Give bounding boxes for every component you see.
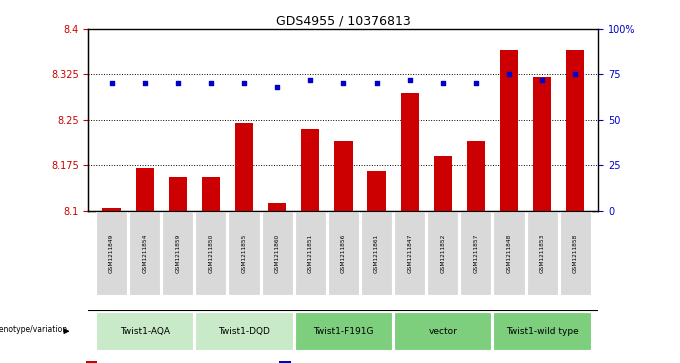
Point xyxy=(305,77,316,83)
Text: genotype/variation: genotype/variation xyxy=(0,325,67,334)
Point xyxy=(272,84,283,90)
Point xyxy=(537,77,547,83)
Point xyxy=(371,81,382,86)
Text: GSM1211855: GSM1211855 xyxy=(241,234,247,273)
Text: GSM1211858: GSM1211858 xyxy=(573,234,578,273)
Text: Twist1-DQD: Twist1-DQD xyxy=(218,327,270,336)
Bar xyxy=(96,211,127,295)
Text: GSM1211856: GSM1211856 xyxy=(341,234,346,273)
Bar xyxy=(466,141,485,211)
Bar xyxy=(367,171,386,211)
Text: GSM1211851: GSM1211851 xyxy=(308,234,313,273)
Point xyxy=(139,81,150,86)
Bar xyxy=(235,123,253,211)
Point xyxy=(205,81,216,86)
Bar xyxy=(195,211,226,295)
Bar xyxy=(294,313,392,350)
Text: GSM1211861: GSM1211861 xyxy=(374,234,379,273)
Text: vector: vector xyxy=(428,327,457,336)
Bar xyxy=(335,141,352,211)
Text: GSM1211852: GSM1211852 xyxy=(440,234,445,273)
Bar xyxy=(401,93,419,211)
Bar xyxy=(533,77,551,211)
Title: GDS4955 / 10376813: GDS4955 / 10376813 xyxy=(276,15,411,28)
Bar xyxy=(228,211,260,295)
Bar xyxy=(301,129,320,211)
Point xyxy=(471,81,481,86)
Text: GSM1211859: GSM1211859 xyxy=(175,234,180,273)
Bar xyxy=(394,211,425,295)
Point xyxy=(404,77,415,83)
Text: GSM1211854: GSM1211854 xyxy=(142,234,147,273)
Bar xyxy=(262,211,292,295)
Bar xyxy=(500,50,518,211)
Bar xyxy=(268,203,286,211)
Point xyxy=(338,81,349,86)
Bar xyxy=(427,211,458,295)
Bar xyxy=(202,177,220,211)
Bar xyxy=(294,211,326,295)
Point xyxy=(504,72,515,77)
Bar xyxy=(494,211,524,295)
Point xyxy=(570,72,581,77)
Bar xyxy=(163,211,193,295)
Bar xyxy=(394,313,492,350)
Bar xyxy=(86,361,97,363)
Bar xyxy=(103,208,120,211)
Text: GSM1211860: GSM1211860 xyxy=(275,234,279,273)
Text: Twist1-AQA: Twist1-AQA xyxy=(120,327,170,336)
Bar xyxy=(566,50,584,211)
Text: GSM1211850: GSM1211850 xyxy=(209,234,214,273)
Text: Twist1-wild type: Twist1-wild type xyxy=(506,327,579,336)
Text: GSM1211849: GSM1211849 xyxy=(109,234,114,273)
Point xyxy=(172,81,183,86)
Text: GSM1211857: GSM1211857 xyxy=(473,234,478,273)
Point xyxy=(106,81,117,86)
Bar xyxy=(460,211,492,295)
Bar xyxy=(494,313,591,350)
Text: Twist1-F191G: Twist1-F191G xyxy=(313,327,373,336)
Bar xyxy=(434,156,452,211)
Bar xyxy=(328,211,359,295)
Point xyxy=(239,81,250,86)
Text: GSM1211847: GSM1211847 xyxy=(407,234,412,273)
Text: GSM1211853: GSM1211853 xyxy=(540,234,545,273)
Bar xyxy=(96,313,193,350)
Bar xyxy=(169,177,187,211)
Bar xyxy=(135,168,154,211)
Text: GSM1211848: GSM1211848 xyxy=(507,234,511,273)
Bar xyxy=(129,211,160,295)
Point xyxy=(437,81,448,86)
Bar xyxy=(195,313,292,350)
Bar xyxy=(361,211,392,295)
Bar xyxy=(526,211,558,295)
Bar xyxy=(279,361,291,363)
Bar xyxy=(560,211,591,295)
